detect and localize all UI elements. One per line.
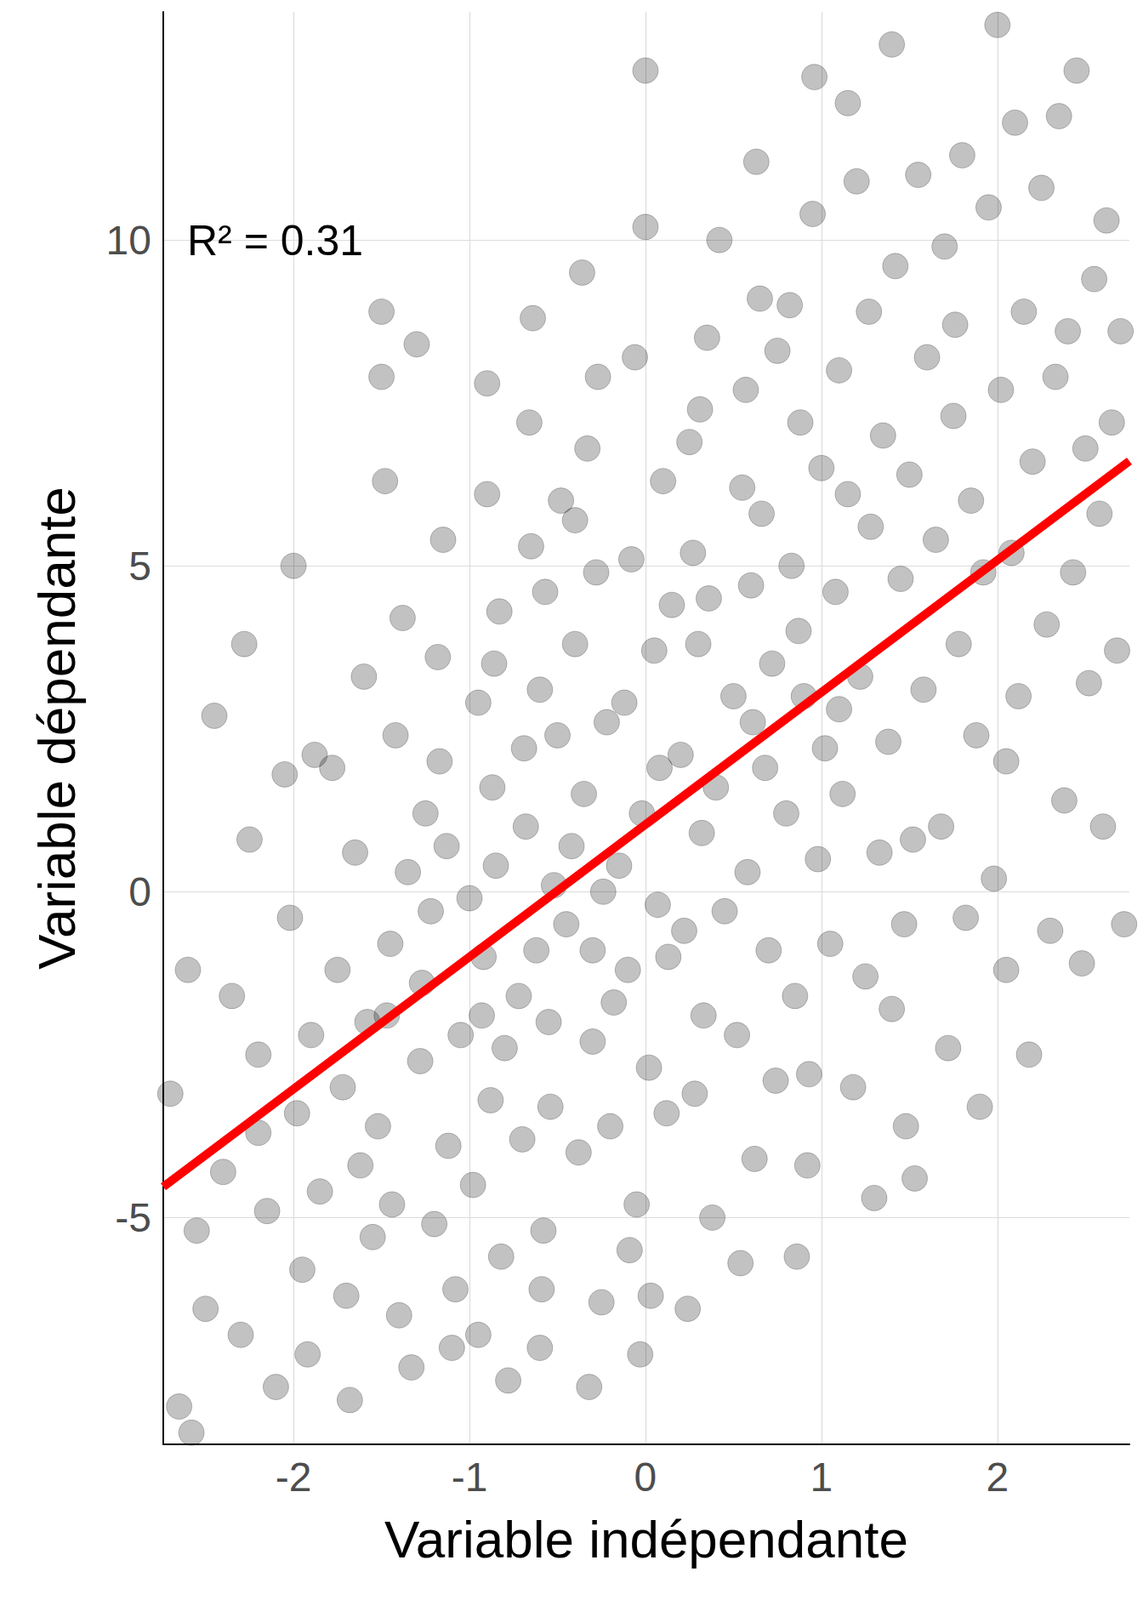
svg-text:0: 0 [128,869,152,915]
svg-text:10: 10 [106,217,152,263]
svg-text:5: 5 [128,543,152,589]
svg-text:R² = 0.31: R² = 0.31 [187,216,364,265]
svg-text:Variable indépendante: Variable indépendante [384,1509,909,1569]
svg-text:-5: -5 [114,1194,152,1240]
svg-text:Variable dépendante: Variable dépendante [27,486,86,970]
svg-text:1: 1 [810,1454,834,1500]
svg-text:2: 2 [985,1454,1009,1500]
svg-text:-1: -1 [451,1454,489,1500]
svg-text:-2: -2 [275,1454,313,1500]
svg-text:0: 0 [634,1454,658,1500]
